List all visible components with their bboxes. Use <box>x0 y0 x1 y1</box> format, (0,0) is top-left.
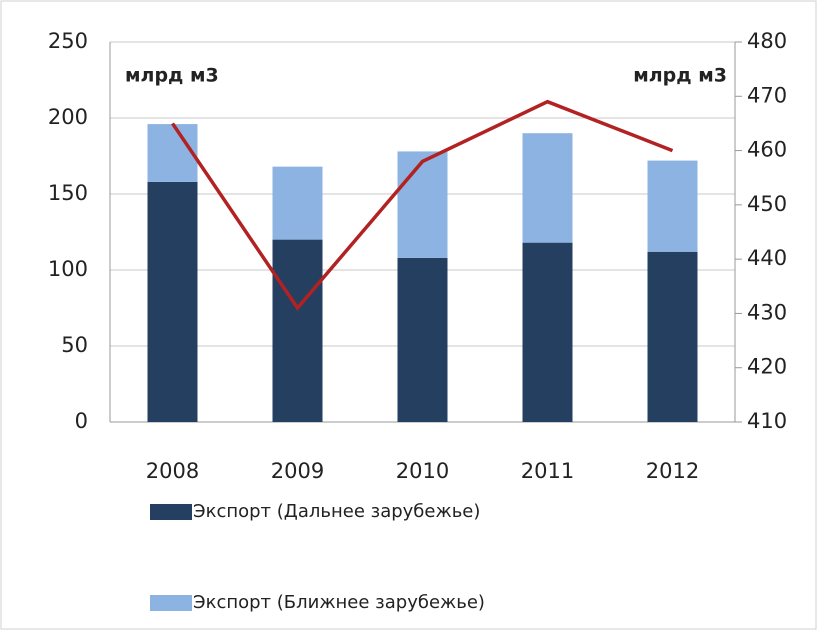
bar <box>647 160 698 252</box>
x-tick-label: 2011 <box>521 459 574 483</box>
bar <box>647 251 698 422</box>
y2-tick-label: 470 <box>747 83 787 107</box>
legend-swatch <box>150 595 192 611</box>
bar <box>147 181 198 422</box>
y2-tick-label: 460 <box>747 138 787 162</box>
y-tick-label: 100 <box>48 257 88 281</box>
line <box>171 99 674 311</box>
legend-swatch <box>150 504 192 520</box>
legend-label: Экспорт (Дальнее зарубежье) <box>193 501 480 522</box>
y2-tick-label: 480 <box>747 29 787 53</box>
y-tick-label: 250 <box>48 29 88 53</box>
x-tick-label: 2008 <box>146 459 199 483</box>
bar <box>522 133 573 243</box>
left-unit: млрд м3 <box>125 65 219 87</box>
bar <box>397 151 448 258</box>
y2-tick-label: 410 <box>747 409 787 433</box>
y2-tick-label: 440 <box>747 246 787 270</box>
x-tick-label: 2009 <box>271 459 324 483</box>
x-tick-label: 2010 <box>396 459 449 483</box>
bar <box>522 242 573 422</box>
y2-tick-label: 450 <box>747 192 787 216</box>
y-tick-label: 50 <box>61 333 88 357</box>
y2-tick-label: 420 <box>747 355 787 379</box>
legend-label: Экспорт (Ближнее зарубежье) <box>193 592 485 613</box>
y2-tick-label: 430 <box>747 300 787 324</box>
bar <box>272 239 323 422</box>
x-tick-label: 2012 <box>646 459 699 483</box>
bar <box>147 124 198 182</box>
y-tick-label: 200 <box>48 105 88 129</box>
y-tick-label: 0 <box>75 409 88 433</box>
bar <box>272 166 323 240</box>
right-unit: млрд м3 <box>633 65 727 87</box>
y-tick-label: 150 <box>48 181 88 205</box>
bar <box>397 257 448 422</box>
